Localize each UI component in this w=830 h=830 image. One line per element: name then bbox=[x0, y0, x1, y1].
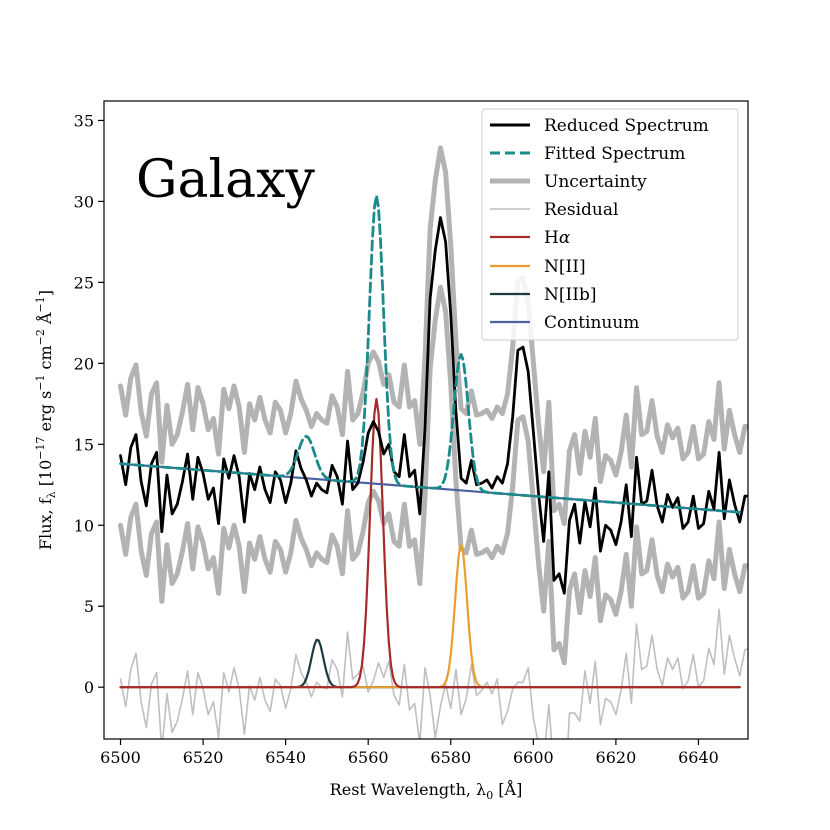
y-axis-title: Flux, fλ [10−17 erg s−1 cm−2 Å−1] bbox=[34, 290, 58, 550]
legend-label-reduced: Reduced Spectrum bbox=[544, 116, 709, 136]
legend-label-nii: N[II] bbox=[544, 257, 586, 277]
x-tick-label: 6620 bbox=[596, 748, 637, 767]
legend-box bbox=[481, 108, 739, 341]
x-tick-label: 6560 bbox=[348, 748, 389, 767]
x-tick-label: 6580 bbox=[430, 748, 471, 767]
halpha-component-line bbox=[119, 397, 741, 689]
y-tick-label: 15 bbox=[74, 435, 94, 454]
uncertainty-lower-line bbox=[118, 284, 748, 666]
legend-label-fitted: Fitted Spectrum bbox=[544, 144, 685, 164]
fitted-spectrum-line bbox=[119, 194, 742, 514]
reduced-spectrum-line bbox=[119, 216, 748, 595]
legend-label-niib: N[IIb] bbox=[544, 285, 596, 305]
y-tick-label: 35 bbox=[74, 111, 94, 130]
y-tick-label: 25 bbox=[74, 273, 94, 292]
y-tick-label: 30 bbox=[74, 192, 94, 211]
x-tick-label: 6600 bbox=[513, 748, 554, 767]
galaxy-annotation: Galaxy bbox=[136, 150, 316, 210]
x-tick-label: 6540 bbox=[265, 748, 306, 767]
legend-label-residual: Residual bbox=[544, 200, 618, 220]
uncertainty-upper-line bbox=[118, 145, 748, 527]
legend-label-halpha: Hα bbox=[544, 228, 571, 248]
y-tick-label: 10 bbox=[74, 516, 94, 535]
legend-label-continuum: Continuum bbox=[544, 313, 639, 333]
legend: Reduced Spectrum Fitted Spectrum Uncerta… bbox=[481, 108, 739, 341]
y-tick-label: 0 bbox=[84, 678, 94, 697]
x-tick-label: 6640 bbox=[678, 748, 719, 767]
legend-label-uncertainty: Uncertainty bbox=[544, 172, 647, 192]
y-tick-label: 5 bbox=[84, 597, 94, 616]
x-tick-label: 6500 bbox=[100, 748, 141, 767]
x-tick-label: 6520 bbox=[183, 748, 224, 767]
residual-line bbox=[119, 608, 748, 739]
x-axis-title: Rest Wavelength, λ0 [Å] bbox=[330, 779, 523, 802]
plot-frame bbox=[103, 100, 749, 740]
y-tick-label: 20 bbox=[74, 354, 94, 373]
